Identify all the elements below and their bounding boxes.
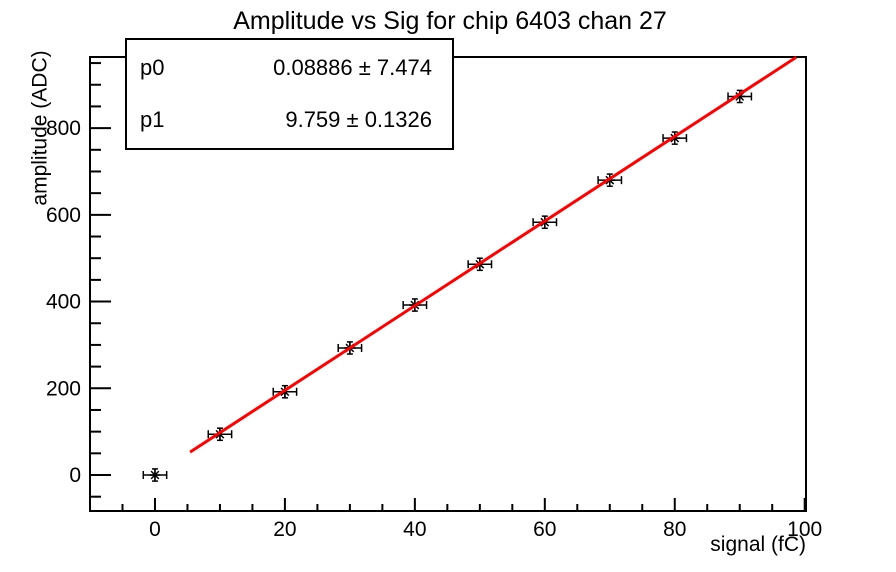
fit-param-p1-value: 9.759 ± 0.1326 — [285, 107, 432, 132]
fit-line — [189, 56, 798, 454]
stats-row-p0: p0 0.08886 ± 7.474 — [140, 55, 432, 81]
fit-stats-box: p0 0.08886 ± 7.474 p1 9.759 ± 0.1326 — [125, 38, 454, 150]
fit-param-p0-name: p0 — [140, 55, 165, 80]
stats-row-p1: p1 9.759 ± 0.1326 — [140, 107, 432, 133]
y-tick-label: 200 — [46, 377, 81, 400]
y-tick-label: 400 — [46, 291, 81, 314]
x-tick-label: 20 — [273, 518, 296, 541]
x-axis-title: signal (fC) — [710, 533, 806, 556]
y-axis-title: amplitude (ADC) — [29, 50, 52, 205]
x-tick-label: 100 — [787, 518, 822, 541]
x-tick-label: 80 — [663, 518, 686, 541]
chart-title: Amplitude vs Sig for chip 6403 chan 27 — [233, 7, 667, 35]
data-point — [142, 468, 168, 482]
plot-layers: 0 20 40 60 80 100 0 200 400 600 800 — [46, 56, 822, 541]
x-tick-label: 40 — [403, 518, 426, 541]
data-point — [727, 89, 753, 104]
y-tick-label: 0 — [69, 464, 81, 487]
x-tick-label: 60 — [533, 518, 556, 541]
y-tick-label: 800 — [46, 117, 81, 140]
fit-param-p0-value: 0.08886 ± 7.474 — [273, 55, 432, 80]
x-tick-label: 0 — [149, 518, 161, 541]
fit-param-p1-name: p1 — [140, 107, 165, 132]
y-tick-label: 600 — [46, 204, 81, 227]
marker-arm-diagonal — [150, 470, 160, 480]
